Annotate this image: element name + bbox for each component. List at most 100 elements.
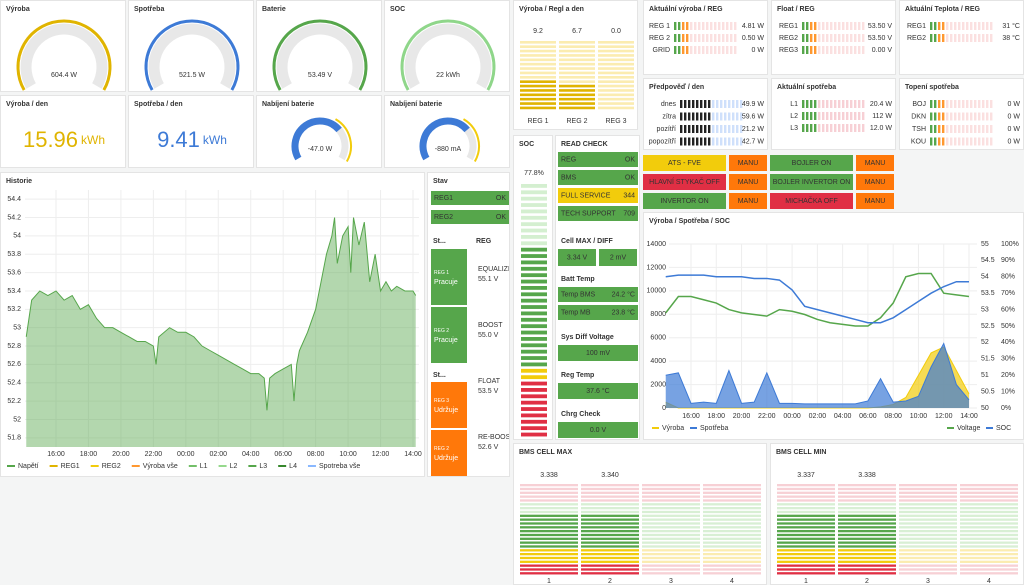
manu-label: MANU xyxy=(738,179,759,186)
led-segment xyxy=(678,46,681,54)
led-segment xyxy=(642,522,700,525)
x-tick-label: 00:00 xyxy=(177,451,195,458)
led-segment xyxy=(684,100,687,108)
state-label: REG 1 Pracuje xyxy=(434,270,458,286)
led-segment xyxy=(581,530,639,533)
led-segment xyxy=(698,34,701,42)
y-tick-label: 52.2 xyxy=(7,398,21,405)
led-segment xyxy=(954,125,957,133)
led-segment xyxy=(899,537,957,540)
legend-label: REG1 xyxy=(61,463,80,470)
led-segment xyxy=(520,530,578,533)
led-segment xyxy=(966,100,969,108)
x-tick-label: 14:00 xyxy=(404,451,422,458)
button[interactable] xyxy=(643,193,726,209)
led-segment xyxy=(777,503,835,506)
manu-button[interactable] xyxy=(856,193,894,209)
led-segment xyxy=(838,514,896,517)
led-segment xyxy=(734,46,737,54)
y-tick-label: 51.8 xyxy=(7,435,21,442)
led-segment xyxy=(726,34,729,42)
legend-label: L1 xyxy=(200,463,208,470)
y-tick-label: 10000 xyxy=(647,288,667,295)
led-segment xyxy=(934,34,937,42)
led-segment xyxy=(710,46,713,54)
led-segment xyxy=(834,100,837,108)
led-segment xyxy=(736,125,739,133)
status-box xyxy=(558,152,638,167)
box-value: 23.8 °C xyxy=(612,308,635,316)
area xyxy=(26,217,416,447)
led-segment xyxy=(960,510,1018,514)
led-segment xyxy=(838,522,896,525)
led-segment xyxy=(521,228,547,233)
mode-value: 53.5 V xyxy=(478,388,499,395)
led-segment xyxy=(642,541,700,544)
y3-tick-label: 20% xyxy=(1001,372,1015,379)
legend-swatch xyxy=(652,427,659,429)
led-segment xyxy=(706,22,709,30)
button[interactable] xyxy=(770,174,853,190)
panel: Aktuální Teplota / REG REG1 31 °C REG2 38 °C xyxy=(899,0,1024,75)
led-segment xyxy=(598,45,634,48)
led-segment xyxy=(990,22,993,30)
box-value: 24.2 °C xyxy=(612,290,635,298)
led-segment xyxy=(642,545,700,548)
led-segment xyxy=(520,510,578,514)
manu-label: MANU xyxy=(738,160,759,167)
panel-canvas: Nabíjení baterie -880 mA xyxy=(390,101,480,162)
led-segment xyxy=(716,137,719,146)
manu-button[interactable] xyxy=(729,174,767,190)
led-segment xyxy=(581,537,639,540)
led-segment xyxy=(777,522,835,525)
led-segment xyxy=(642,487,700,491)
manu-button[interactable] xyxy=(856,174,894,190)
led-segment xyxy=(960,503,1018,506)
led-segment xyxy=(810,112,813,120)
led-segment xyxy=(838,34,841,42)
panel-title: Baterie xyxy=(262,6,286,13)
panel-canvas: Nabíjení baterie -47.0 W xyxy=(262,101,352,162)
led-segment xyxy=(521,356,547,360)
row-label: REG 1 xyxy=(649,23,670,30)
manu-button[interactable] xyxy=(729,155,767,171)
button[interactable] xyxy=(643,174,726,190)
led-segment xyxy=(710,22,713,30)
panel-canvas: Spotřeba 521.5 W xyxy=(134,6,240,91)
led-segment xyxy=(712,100,715,108)
x-tick-label: 02:00 xyxy=(210,451,228,458)
row-value: 53.50 V xyxy=(868,35,892,42)
panel-canvas: Spotřeba / den 9.41 kWh xyxy=(134,101,227,152)
led-segment xyxy=(521,190,547,195)
led-segment xyxy=(899,518,957,521)
led-segment xyxy=(703,522,761,525)
legend-swatch xyxy=(131,465,140,467)
button[interactable] xyxy=(643,155,726,171)
button-label: BOJLER ON xyxy=(792,160,832,167)
led-segment xyxy=(962,112,965,121)
box-value: 37.6 °C xyxy=(586,387,609,395)
led-segment xyxy=(520,533,578,537)
button[interactable] xyxy=(770,155,853,171)
led-segment xyxy=(818,124,821,132)
led-segment xyxy=(802,46,805,54)
led-segment xyxy=(598,49,634,53)
panel-title: Spotřeba / den xyxy=(134,101,183,108)
led-segment xyxy=(846,22,849,30)
button[interactable] xyxy=(770,193,853,209)
manu-button[interactable] xyxy=(729,193,767,209)
led-segment xyxy=(962,137,965,146)
led-segment xyxy=(899,564,957,567)
bar-label: REG 1 xyxy=(527,118,548,125)
led-segment xyxy=(521,305,547,309)
led-segment xyxy=(946,112,949,121)
x-tick-label: 14:00 xyxy=(960,413,978,420)
led-segment xyxy=(702,34,705,42)
legend-label: Spotřeba xyxy=(700,425,729,432)
led-segment xyxy=(838,491,896,494)
box-value: OK xyxy=(625,174,635,181)
panel-canvas: Výroba / den 15.96 kWh xyxy=(6,101,105,152)
led-segment xyxy=(960,545,1018,548)
category-label: 4 xyxy=(730,578,734,585)
manu-button[interactable] xyxy=(856,155,894,171)
